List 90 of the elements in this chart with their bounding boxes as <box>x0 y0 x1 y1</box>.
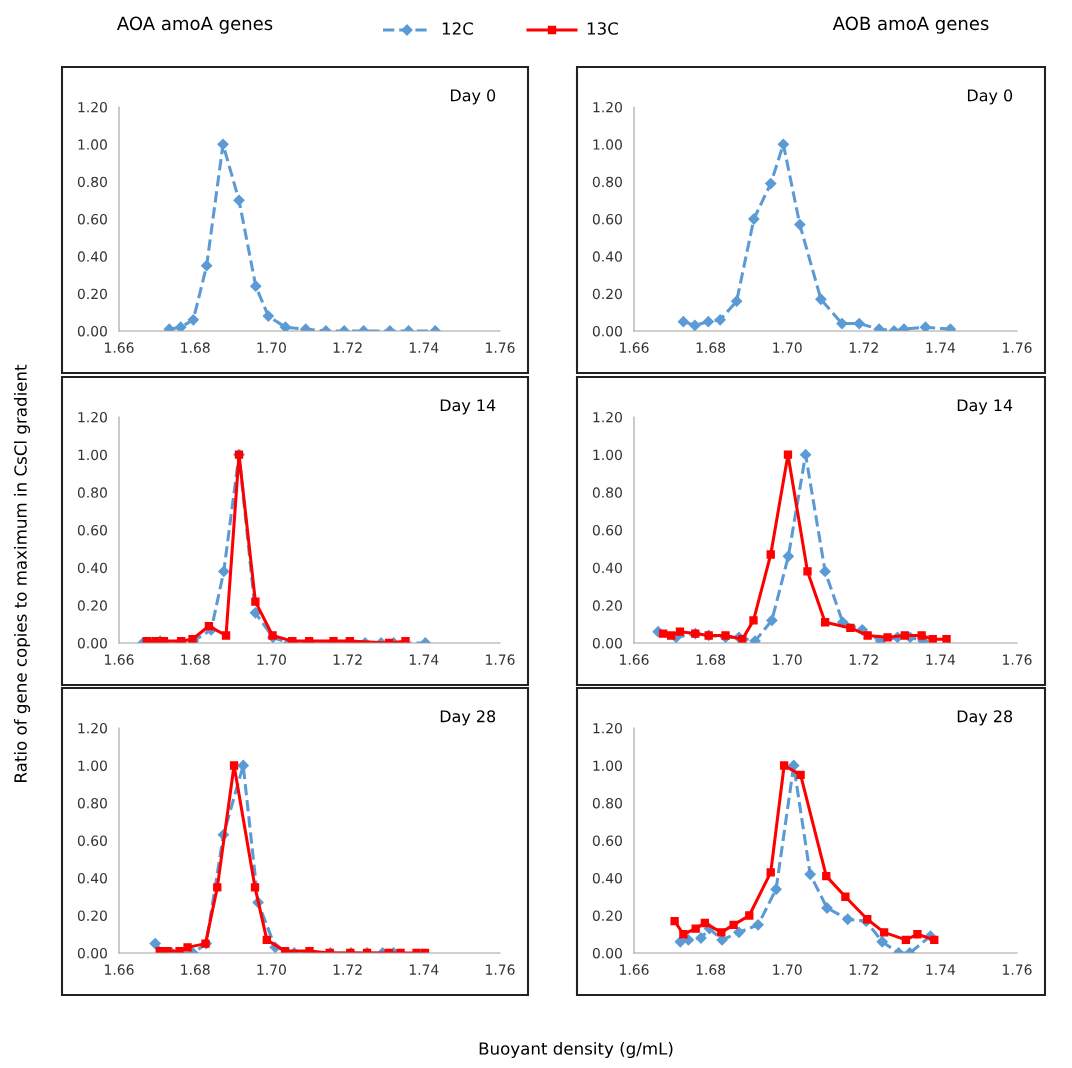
y-tick-label: 0.40 <box>592 251 622 262</box>
x-tick-label: 1.72 <box>333 964 362 975</box>
y-tick-label: 1.20 <box>78 101 107 113</box>
chart-title: Day 0 <box>967 89 1013 105</box>
legend-label: 12C <box>442 22 473 35</box>
x-tick-label: 1.70 <box>773 654 802 665</box>
chart-title: Day 0 <box>450 89 496 105</box>
y-tick-label: 0.80 <box>592 797 622 809</box>
x-tick-label: 1.70 <box>257 964 286 975</box>
y-tick-label: 1.20 <box>593 101 622 113</box>
y-tick-label: 1.20 <box>593 411 622 423</box>
y-tick-label: 0.00 <box>77 947 107 959</box>
y-tick-label: 0.20 <box>592 288 622 300</box>
x-tick-label: 1.70 <box>773 342 802 353</box>
y-tick-label: 0.20 <box>77 910 107 921</box>
x-tick-label: 1.68 <box>181 342 210 353</box>
x-tick-label: 1.74 <box>926 654 956 665</box>
x-tick-label: 1.74 <box>926 342 956 353</box>
x-tick-label: 1.72 <box>849 342 878 353</box>
y-tick-label: 1.00 <box>593 139 622 150</box>
x-tick-label: 1.76 <box>486 964 515 975</box>
x-tick-label: 1.74 <box>409 342 439 353</box>
x-tick-label: 1.74 <box>409 964 439 975</box>
x-tick-label: 1.70 <box>257 654 286 665</box>
x-tick-label: 1.72 <box>849 654 878 665</box>
y-tick-label: 1.00 <box>593 449 622 461</box>
y-tick-label: 1.20 <box>593 722 622 734</box>
x-tick-label: 1.74 <box>926 964 956 975</box>
x-tick-label: 1.72 <box>849 964 878 975</box>
x-tick-label: 1.66 <box>620 654 649 665</box>
y-tick-label: 0.60 <box>77 524 107 536</box>
y-tick-label: 0.00 <box>77 325 107 337</box>
y-tick-label: 0.60 <box>592 835 622 846</box>
y-tick-label: 0.60 <box>77 213 107 225</box>
chart-title: Day 14 <box>440 399 496 415</box>
y-tick-label: 0.20 <box>592 910 622 921</box>
chart-title: Day 28 <box>957 710 1013 726</box>
x-tick-label: 1.68 <box>696 654 726 665</box>
x-tick-label: 1.66 <box>620 342 649 353</box>
y-tick-label: 0.80 <box>592 176 622 188</box>
x-tick-label: 1.70 <box>257 342 286 353</box>
y-axis-title: Ratio of gene copies to maximum in CsCl gradient <box>13 364 31 782</box>
x-tick-label: 1.68 <box>181 654 210 665</box>
x-tick-label: 1.76 <box>1003 342 1032 353</box>
y-tick-label: 0.00 <box>592 325 622 337</box>
y-tick-label: 0.80 <box>77 797 107 809</box>
x-tick-label: 1.76 <box>486 342 515 353</box>
y-tick-label: 0.40 <box>592 562 622 574</box>
x-tick-label: 1.76 <box>486 654 515 665</box>
x-tick-label: 1.66 <box>105 342 134 353</box>
y-tick-label: 0.40 <box>77 872 107 884</box>
y-tick-label: 0.40 <box>77 251 107 262</box>
y-tick-label: 0.60 <box>77 835 107 846</box>
x-tick-label: 1.66 <box>105 654 134 665</box>
x-tick-label: 1.66 <box>620 964 649 975</box>
y-tick-label: 1.00 <box>78 449 107 461</box>
x-tick-label: 1.72 <box>333 654 362 665</box>
x-tick-label: 1.74 <box>409 654 439 665</box>
legend-label: 13C <box>587 22 618 35</box>
y-tick-label: 0.40 <box>592 872 622 884</box>
y-tick-label: 0.80 <box>77 176 107 188</box>
y-tick-label: 1.00 <box>593 760 622 771</box>
x-tick-label: 1.76 <box>1003 964 1032 975</box>
y-tick-label: 0.80 <box>77 487 107 498</box>
y-tick-label: 0.60 <box>592 213 622 225</box>
chart-title: Day 14 <box>957 399 1013 415</box>
y-tick-label: 1.00 <box>78 139 107 150</box>
y-tick-label: 0.00 <box>77 637 107 649</box>
y-tick-label: 0.20 <box>77 600 107 611</box>
y-tick-label: 0.40 <box>77 562 107 574</box>
x-axis-title: Buoyant density (g/mL) <box>479 1041 673 1059</box>
x-tick-label: 1.68 <box>696 342 726 353</box>
y-tick-label: 0.20 <box>592 600 622 611</box>
chart-subtitle: AOB amoA genes <box>832 16 989 34</box>
chart-title: Day 28 <box>440 710 496 726</box>
y-tick-label: 0.60 <box>592 524 622 536</box>
x-tick-label: 1.68 <box>696 964 726 975</box>
y-tick-label: 0.00 <box>592 947 622 959</box>
x-tick-label: 1.70 <box>773 964 802 975</box>
x-tick-label: 1.76 <box>1003 654 1032 665</box>
y-tick-label: 0.80 <box>592 487 622 498</box>
x-tick-label: 1.72 <box>333 342 362 353</box>
chart-subtitle: AOA amoA genes <box>116 16 273 34</box>
y-tick-label: 0.20 <box>77 288 107 300</box>
y-tick-label: 1.00 <box>78 760 107 771</box>
y-tick-label: 1.20 <box>78 411 107 423</box>
y-tick-label: 1.20 <box>78 722 107 734</box>
x-tick-label: 1.66 <box>105 964 134 975</box>
x-tick-label: 1.68 <box>181 964 210 975</box>
y-tick-label: 0.00 <box>592 637 622 649</box>
